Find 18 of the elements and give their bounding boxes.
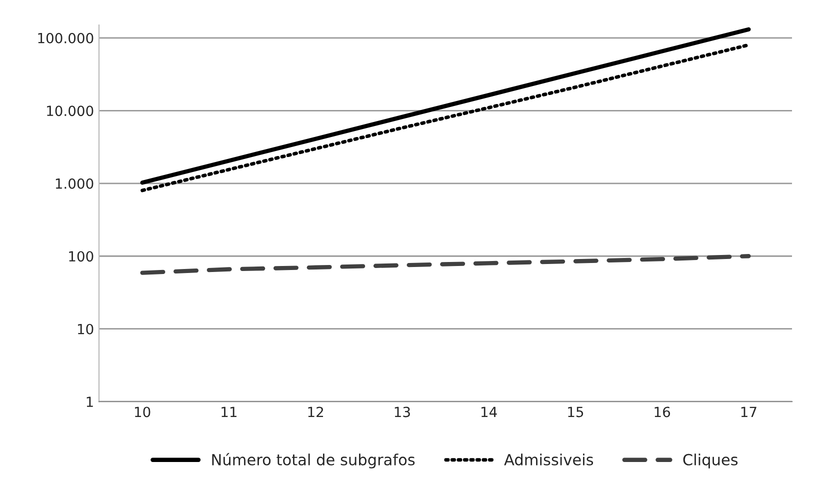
x-tick-label: 16 (654, 406, 670, 418)
x-tick-label: 14 (482, 406, 497, 418)
line-series (140, 254, 751, 275)
x-tick-label: 13 (394, 406, 410, 418)
x-tick-label: 10 (135, 406, 150, 418)
x-tick-label: 17 (741, 406, 756, 418)
y-tick-label: 10.000 (47, 106, 94, 116)
x-tick-label: 12 (308, 406, 324, 418)
legend-label: Cliques (683, 454, 738, 468)
x-tick-label: 15 (568, 406, 584, 418)
legend-label: Admissiveis (504, 454, 594, 466)
y-tick-label: 1 (86, 396, 93, 407)
legend-label: Número total de subgrafos (212, 453, 415, 468)
x-tick-label: 11 (222, 406, 236, 418)
y-tick-label: 1.000 (56, 178, 94, 189)
y-tick-label: 100 (69, 251, 94, 262)
y-tick-label: 100.000 (38, 32, 94, 44)
y-tick-label: 10 (78, 324, 94, 334)
